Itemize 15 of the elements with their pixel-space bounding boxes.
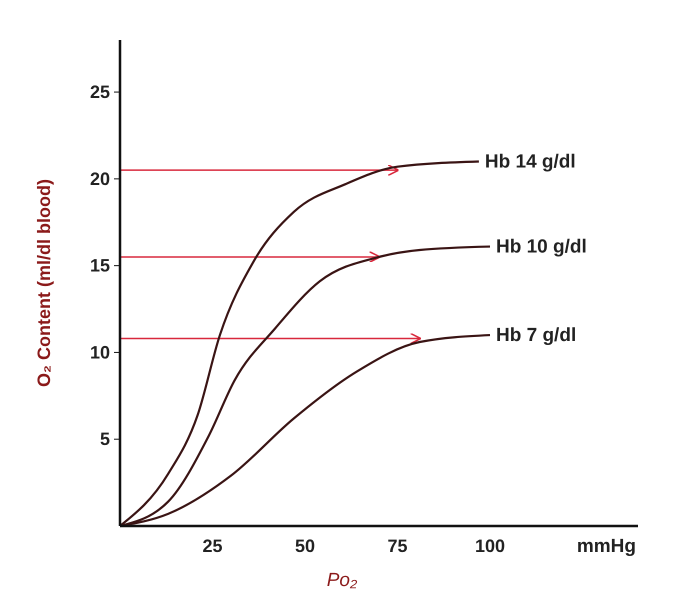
y-tick-label: 20 (90, 168, 110, 189)
text: mmHg (576, 536, 636, 557)
series-label: Hb 14 g/dl (484, 152, 576, 172)
x-axis-title: Po₂ (326, 570, 358, 591)
x-tick-label: 25 (202, 536, 223, 556)
series-label: Hb 7 g/dl (496, 325, 576, 346)
y-tick-label: 10 (90, 342, 110, 362)
y-tick-label: 5 (100, 429, 110, 450)
x-tick-label: 50 (294, 536, 316, 556)
y-tick-label: 25 (90, 82, 110, 102)
series-label: Hb 10 g/dl (496, 236, 587, 258)
y-axis-title: O₂ Content (ml/dl blood) (34, 179, 54, 387)
x-tick-label: 100 (474, 536, 506, 556)
y-tick-label: 15 (90, 256, 110, 276)
x-tick-label: 75 (387, 536, 408, 556)
